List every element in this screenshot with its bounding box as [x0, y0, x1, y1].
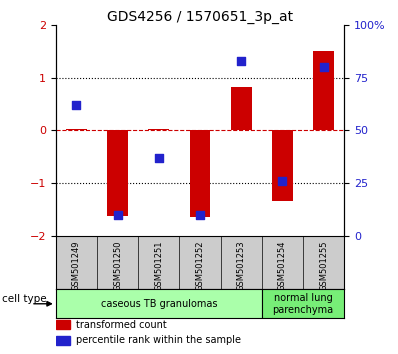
Text: percentile rank within the sample: percentile rank within the sample [76, 335, 241, 345]
Text: GSM501253: GSM501253 [237, 240, 246, 291]
Bar [231, 87, 252, 130]
Text: GSM501250: GSM501250 [113, 240, 122, 291]
Bar [107, 130, 128, 216]
Point [197, 212, 203, 217]
Text: GSM501251: GSM501251 [154, 240, 163, 291]
Bar [262, 290, 344, 318]
Point [279, 178, 286, 184]
Bar [190, 130, 210, 217]
Text: GSM501255: GSM501255 [319, 240, 328, 291]
Text: GSM501249: GSM501249 [72, 240, 81, 291]
Point [238, 58, 244, 63]
Point [73, 102, 80, 108]
Text: cell type: cell type [2, 294, 47, 304]
Bar [272, 130, 293, 201]
Bar [56, 336, 70, 345]
Bar [313, 51, 334, 130]
Bar [56, 320, 70, 329]
Text: GSM501254: GSM501254 [278, 240, 287, 291]
Text: caseous TB granulomas: caseous TB granulomas [101, 299, 217, 309]
Text: transformed count: transformed count [76, 320, 167, 330]
Bar [56, 290, 262, 318]
Text: GSM501252: GSM501252 [195, 240, 205, 291]
Point [114, 212, 121, 217]
Point [156, 155, 162, 160]
Point [320, 64, 327, 70]
Title: GDS4256 / 1570651_3p_at: GDS4256 / 1570651_3p_at [107, 10, 293, 24]
Bar [66, 129, 87, 130]
Text: normal lung
parenchyma: normal lung parenchyma [273, 292, 334, 315]
Bar [148, 129, 169, 130]
